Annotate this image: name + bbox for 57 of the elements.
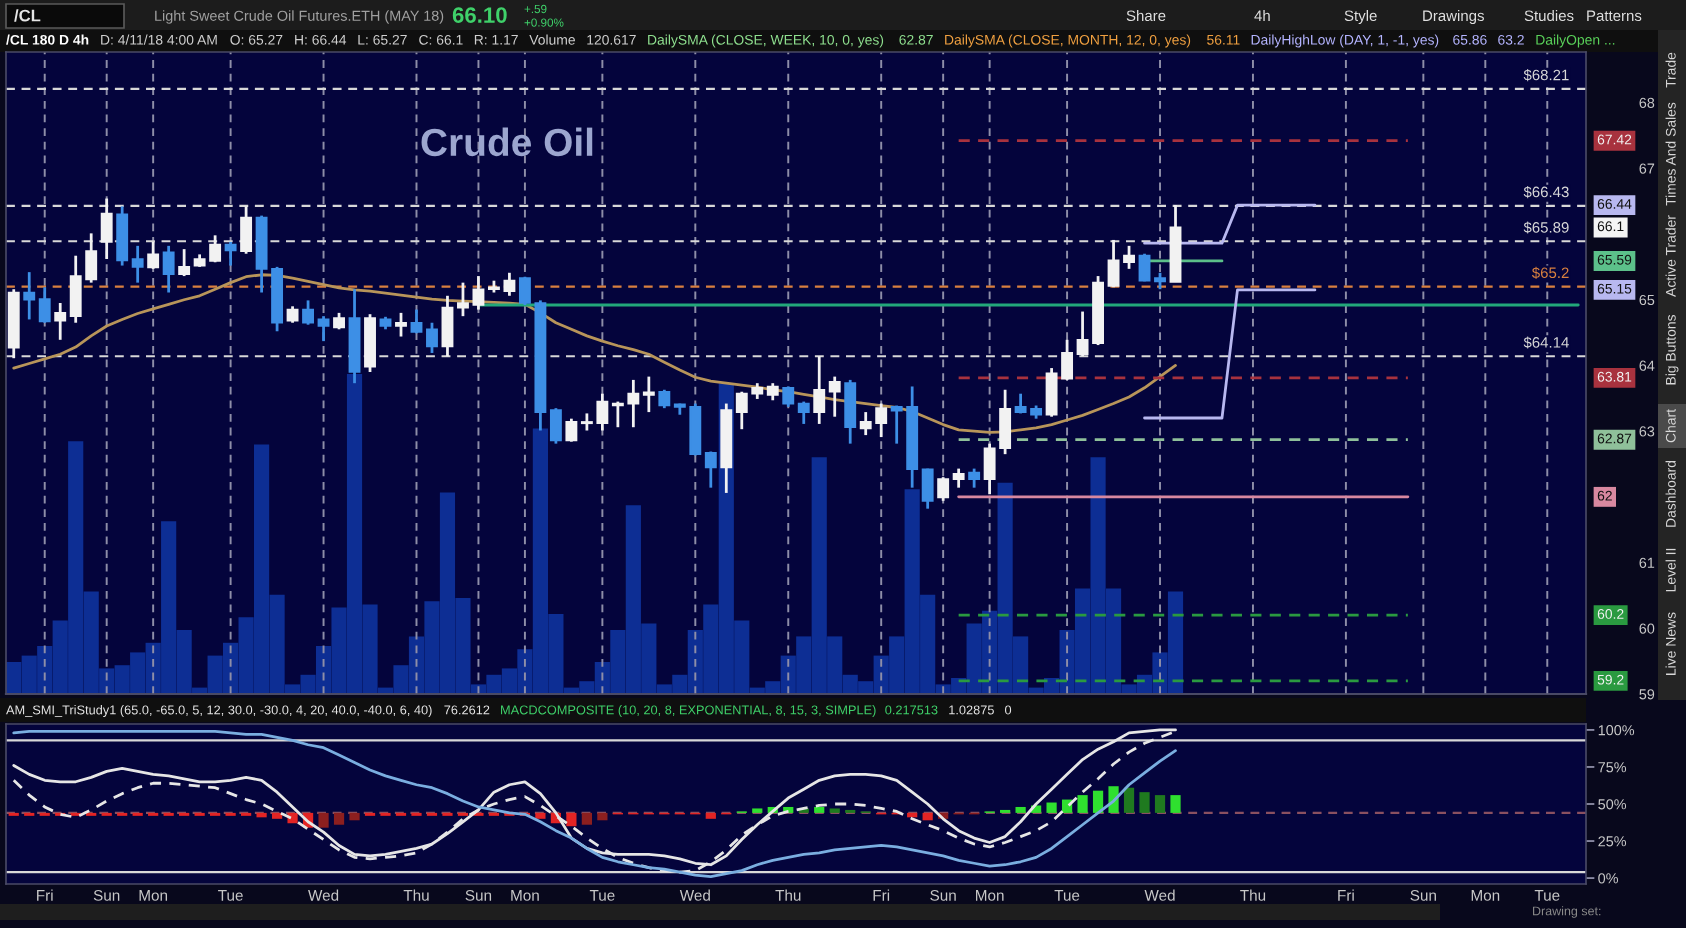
candlestick bbox=[658, 388, 671, 410]
bar bbox=[271, 812, 283, 819]
candlestick bbox=[116, 205, 129, 267]
bar bbox=[333, 812, 345, 825]
candlestick bbox=[457, 281, 469, 318]
bar bbox=[318, 812, 329, 828]
candlestick bbox=[240, 205, 253, 256]
bar bbox=[1077, 795, 1088, 813]
candlestick bbox=[565, 417, 578, 444]
bar bbox=[535, 812, 546, 819]
candlestick bbox=[38, 285, 51, 325]
candlestick bbox=[441, 294, 454, 358]
candlestick bbox=[54, 301, 67, 342]
candlestick bbox=[317, 314, 330, 343]
candlestick bbox=[100, 197, 113, 261]
candlestick bbox=[797, 400, 810, 426]
candlestick bbox=[1123, 244, 1135, 271]
candlestick bbox=[131, 244, 144, 285]
candlestick bbox=[23, 270, 36, 321]
bar bbox=[922, 812, 933, 821]
candlestick bbox=[952, 467, 965, 490]
candlestick bbox=[704, 450, 717, 490]
candlestick bbox=[549, 406, 562, 446]
candlestick bbox=[828, 375, 841, 419]
candlestick bbox=[395, 311, 407, 338]
candlestick bbox=[178, 247, 191, 278]
candlestick bbox=[844, 378, 857, 446]
candlestick bbox=[642, 375, 655, 414]
bar bbox=[1154, 795, 1166, 813]
bar bbox=[1139, 792, 1150, 813]
candlestick bbox=[1107, 238, 1120, 289]
candlestick bbox=[782, 385, 795, 409]
bar bbox=[705, 812, 716, 819]
candlestick bbox=[937, 475, 950, 503]
bar bbox=[256, 812, 267, 818]
candlestick bbox=[162, 244, 175, 294]
candlestick bbox=[224, 240, 237, 267]
bar bbox=[566, 812, 577, 827]
bar bbox=[581, 812, 592, 825]
bar bbox=[1046, 802, 1057, 813]
bar bbox=[349, 812, 360, 821]
text: 66.10 bbox=[452, 7, 507, 23]
bar bbox=[1015, 806, 1026, 813]
candlestick bbox=[813, 354, 826, 426]
candlestick bbox=[302, 299, 315, 327]
bar bbox=[1170, 795, 1181, 813]
bar bbox=[1123, 787, 1135, 813]
candlestick bbox=[472, 274, 485, 311]
candlestick bbox=[426, 321, 438, 355]
candlestick bbox=[921, 467, 934, 511]
bar bbox=[814, 806, 825, 813]
text: Crude Oil bbox=[421, 127, 593, 157]
candlestick bbox=[968, 467, 981, 490]
candlestick bbox=[147, 240, 160, 271]
text: /CL bbox=[14, 9, 41, 22]
bar bbox=[597, 812, 608, 821]
candlestick bbox=[1138, 252, 1151, 283]
